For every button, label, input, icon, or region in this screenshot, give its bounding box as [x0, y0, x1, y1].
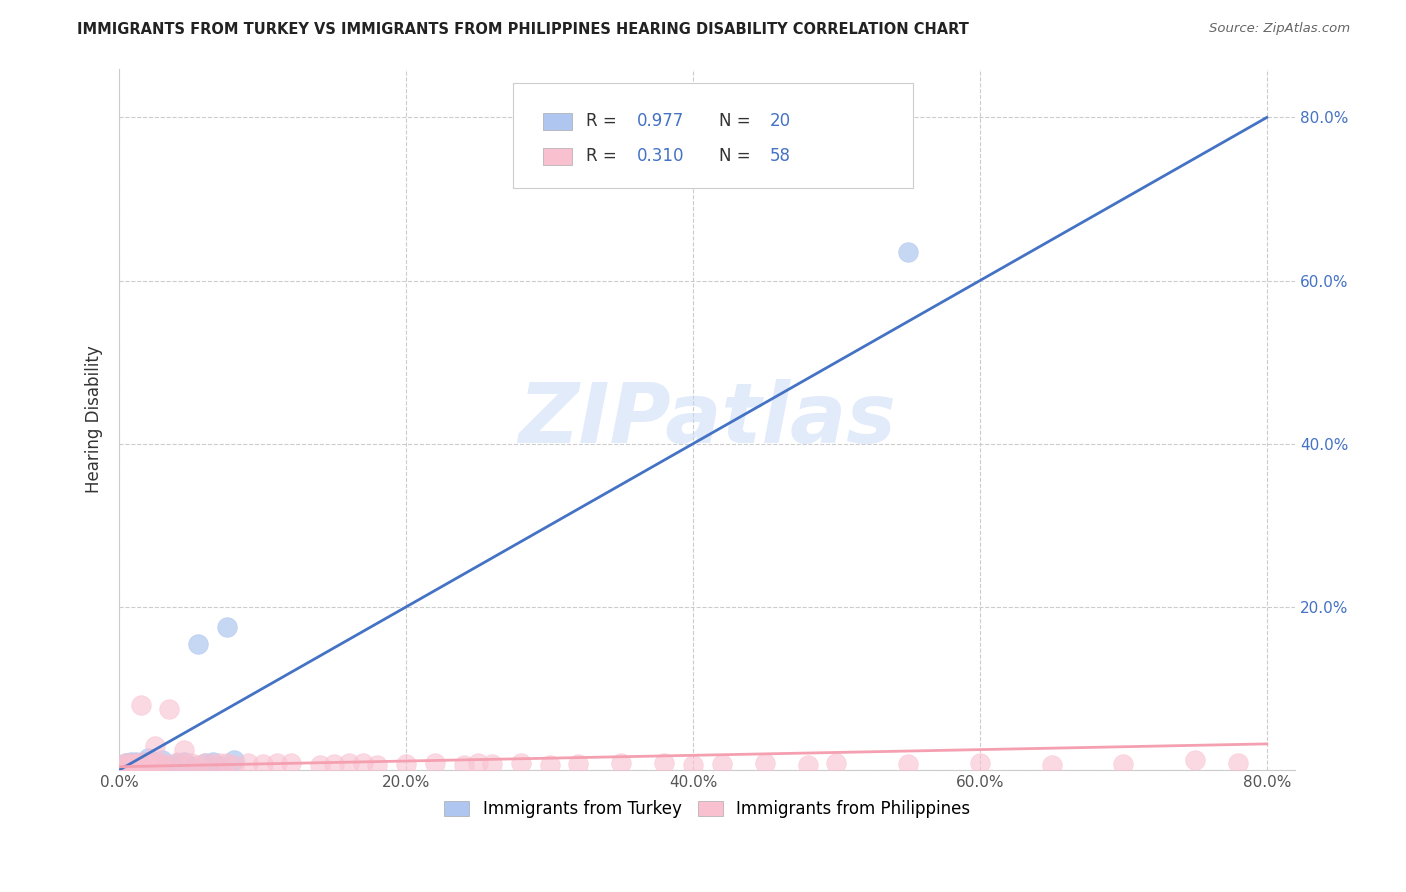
- Point: [266, 756, 288, 770]
- Point: [173, 757, 195, 772]
- Point: [825, 756, 848, 770]
- Point: [897, 245, 920, 260]
- Point: [797, 758, 820, 772]
- Point: [159, 759, 181, 773]
- Point: [180, 756, 202, 771]
- Point: [1227, 756, 1250, 771]
- Point: [129, 698, 152, 712]
- Point: [610, 756, 633, 770]
- Point: [467, 756, 489, 770]
- Text: 58: 58: [769, 147, 790, 165]
- Point: [481, 757, 503, 772]
- Point: [395, 757, 418, 772]
- Point: [128, 758, 150, 772]
- Point: [222, 758, 245, 772]
- Point: [567, 757, 589, 772]
- Point: [682, 758, 704, 772]
- Point: [143, 755, 166, 769]
- Point: [710, 757, 733, 772]
- Point: [238, 756, 260, 771]
- Text: 0.310: 0.310: [637, 147, 685, 165]
- Point: [143, 756, 166, 771]
- Point: [969, 756, 991, 771]
- Point: [134, 755, 156, 769]
- Text: Source: ZipAtlas.com: Source: ZipAtlas.com: [1209, 22, 1350, 36]
- Point: [1184, 753, 1206, 767]
- Point: [139, 758, 162, 772]
- Point: [129, 756, 152, 771]
- Point: [150, 756, 173, 771]
- Point: [187, 636, 209, 650]
- FancyBboxPatch shape: [513, 83, 914, 188]
- Point: [1040, 758, 1063, 772]
- Point: [280, 756, 302, 771]
- Point: [337, 756, 360, 771]
- Point: [754, 756, 776, 771]
- Point: [201, 755, 224, 769]
- Point: [125, 755, 148, 769]
- Point: [173, 742, 195, 756]
- Text: R =: R =: [586, 147, 623, 165]
- Point: [194, 756, 217, 771]
- Point: [323, 757, 346, 772]
- Point: [166, 755, 188, 769]
- Point: [252, 757, 274, 772]
- Point: [509, 756, 531, 771]
- Point: [897, 757, 920, 772]
- FancyBboxPatch shape: [543, 112, 572, 130]
- Point: [120, 755, 142, 769]
- Text: 20: 20: [769, 112, 790, 130]
- Point: [159, 702, 181, 716]
- Point: [222, 753, 245, 767]
- Text: ZIPatlas: ZIPatlas: [519, 379, 896, 459]
- Point: [173, 755, 195, 769]
- Point: [122, 757, 145, 772]
- Point: [136, 751, 159, 765]
- Text: N =: N =: [718, 147, 756, 165]
- Y-axis label: Hearing Disability: Hearing Disability: [86, 345, 103, 493]
- Point: [208, 759, 231, 773]
- Point: [309, 758, 332, 772]
- Point: [134, 756, 156, 771]
- Point: [538, 758, 561, 772]
- Point: [131, 755, 153, 769]
- Point: [652, 756, 675, 771]
- Text: R =: R =: [586, 112, 623, 130]
- Point: [208, 756, 231, 771]
- Point: [150, 753, 173, 767]
- Point: [1112, 757, 1135, 772]
- Text: 0.977: 0.977: [637, 112, 685, 130]
- Point: [201, 757, 224, 772]
- Point: [125, 756, 148, 771]
- Point: [453, 758, 475, 772]
- Point: [194, 756, 217, 770]
- Point: [148, 757, 170, 772]
- Point: [366, 758, 388, 772]
- Point: [136, 757, 159, 772]
- Text: IMMIGRANTS FROM TURKEY VS IMMIGRANTS FROM PHILIPPINES HEARING DISABILITY CORRELA: IMMIGRANTS FROM TURKEY VS IMMIGRANTS FRO…: [77, 22, 969, 37]
- Point: [352, 756, 374, 770]
- Point: [117, 758, 139, 772]
- Legend: Immigrants from Turkey, Immigrants from Philippines: Immigrants from Turkey, Immigrants from …: [437, 794, 977, 825]
- Point: [215, 620, 238, 634]
- Point: [166, 756, 188, 771]
- Point: [423, 756, 446, 771]
- Point: [215, 756, 238, 770]
- Point: [114, 756, 136, 771]
- Point: [159, 758, 181, 772]
- Point: [143, 739, 166, 753]
- Text: N =: N =: [718, 112, 756, 130]
- Point: [120, 756, 142, 770]
- Point: [187, 758, 209, 772]
- Point: [115, 756, 138, 771]
- Point: [180, 759, 202, 773]
- Point: [111, 759, 134, 773]
- Point: [122, 759, 145, 773]
- FancyBboxPatch shape: [543, 148, 572, 165]
